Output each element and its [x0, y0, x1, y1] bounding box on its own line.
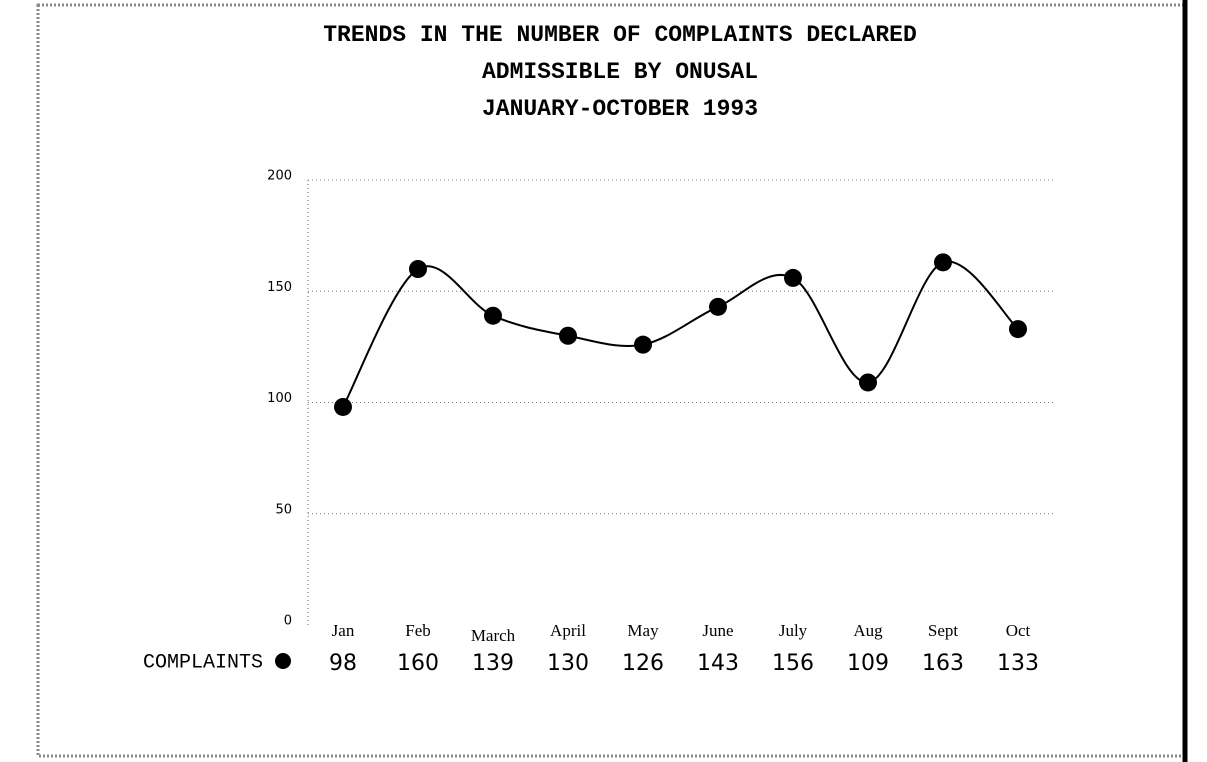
- x-tick-label: July: [779, 621, 808, 640]
- data-label: 126: [622, 651, 664, 676]
- data-label: 98: [329, 651, 357, 676]
- y-tick-label: 150: [267, 280, 292, 295]
- marker: [934, 253, 952, 272]
- data-label: 160: [397, 651, 439, 676]
- data-label: 163: [922, 651, 964, 676]
- data-label: 156: [772, 651, 814, 676]
- x-tick-label: May: [627, 621, 659, 640]
- legend-marker: [275, 653, 291, 669]
- data-label: 133: [997, 651, 1039, 676]
- chart-title: ADMISSIBLE BY ONUSAL: [482, 59, 758, 85]
- marker: [709, 297, 727, 316]
- x-tick-label: Jan: [332, 621, 355, 640]
- marker: [484, 306, 502, 325]
- data-label: 130: [547, 651, 589, 676]
- marker: [634, 335, 652, 354]
- chart-title: JANUARY-OCTOBER 1993: [482, 96, 758, 122]
- marker: [334, 397, 352, 416]
- marker: [559, 326, 577, 345]
- marker: [409, 260, 427, 278]
- line: [342, 260, 1019, 408]
- chart-title: TRENDS IN THE NUMBER OF COMPLAINTS DECLA…: [323, 22, 917, 48]
- y-tick-label: 0: [284, 614, 292, 629]
- marker: [784, 268, 802, 287]
- x-tick-label: April: [550, 621, 586, 640]
- legend-label: COMPLAINTS: [143, 651, 263, 674]
- data-label: 143: [697, 651, 739, 676]
- marker: [859, 373, 877, 392]
- x-tick-label: Oct: [1006, 621, 1031, 640]
- data-label: 109: [847, 651, 889, 676]
- x-tick-label: Aug: [853, 621, 883, 640]
- y-tick-label: 50: [275, 502, 292, 517]
- data-label: 139: [472, 651, 514, 676]
- marker: [1009, 320, 1027, 339]
- y-tick-label: 200: [267, 169, 292, 184]
- x-tick-label: Sept: [928, 621, 959, 640]
- x-tick-label: June: [702, 621, 733, 640]
- x-tick-label: Feb: [405, 621, 431, 640]
- x-tick-label: March: [471, 626, 516, 645]
- y-tick-label: 100: [267, 391, 292, 406]
